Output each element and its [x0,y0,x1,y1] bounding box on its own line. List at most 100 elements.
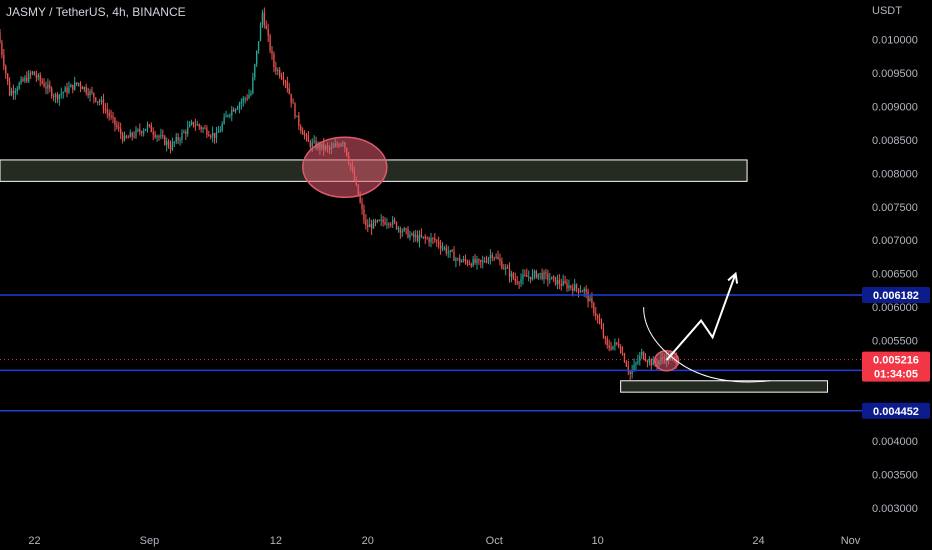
candle-body [259,24,262,42]
candle-body [217,132,220,134]
candle-body [43,83,45,87]
candle-body [445,247,447,253]
y-axis-label: USDT [872,5,902,17]
candle-body [22,79,24,81]
candle-body [478,259,480,261]
candle-body [118,127,120,129]
candle-body [102,99,105,110]
candle-body [562,280,564,286]
candle-body [1,42,3,55]
candle-body [131,132,133,137]
candle-body [256,50,258,65]
candle-body [188,124,191,127]
candle-body [242,98,244,102]
candle-body [139,129,141,132]
candle-body [422,236,425,238]
candle-body [526,275,528,277]
candle-body [516,280,518,283]
candle-body [539,272,541,274]
candle-body [390,224,392,226]
candle-body [196,124,198,126]
candle-body [596,315,599,319]
candle-body [173,141,175,143]
candle-body [581,291,583,293]
candle-body [164,136,166,145]
resistance-badge [862,286,930,303]
candle-body [179,139,181,141]
candle-body [420,234,423,237]
candle-body [476,259,478,264]
candle-body [363,208,365,221]
candle-body [313,141,315,143]
candle-body [625,362,628,367]
candle-body [75,82,78,85]
candle-body [79,83,82,87]
candle-body [497,256,499,260]
candle-body [127,137,130,139]
candle-body [614,342,616,346]
candle-body [267,28,269,36]
candle-body [231,109,233,115]
y-tick-label: 0.006000 [872,302,918,314]
candle-body [183,132,185,134]
candle-body [175,136,177,142]
candle-body [407,228,409,238]
x-tick-label: 22 [28,535,40,547]
candle-body [489,255,492,259]
candle-body [388,223,390,225]
candle-body [137,129,139,131]
candle-body [261,12,264,25]
candle-body [549,279,551,281]
candle-body [223,117,225,124]
candle-body [436,240,438,242]
candle-body [298,115,300,126]
candle-body [0,32,1,43]
candle-body [506,267,509,269]
candle-body [56,94,59,100]
candle-body [459,258,461,263]
y-tick-label: 0.009000 [872,101,918,113]
candle-body [146,124,149,129]
candle-body [129,132,131,138]
candle-body [141,131,143,134]
candle-body [68,87,70,93]
candle-body [233,109,235,112]
candle-body [508,268,511,277]
candle-body [384,222,386,225]
x-tick-label: Nov [841,535,861,547]
candle-body [156,136,158,138]
candle-body [244,98,246,100]
candle-body [602,328,605,338]
x-tick-label: 12 [270,535,282,547]
y-tick-label: 0.005500 [872,336,918,348]
candle-body [100,99,103,102]
candle-body [47,84,49,89]
candle-body [434,238,436,241]
candle-body [194,125,197,127]
candle-body [236,107,239,110]
candle-body [133,136,135,138]
candle-body [472,258,474,267]
candle-body [483,260,486,262]
candle-body [77,83,80,85]
candle-body [405,228,407,230]
candle-body [301,130,304,135]
candle-body [8,81,11,96]
candle-body [505,267,507,269]
candle-body [641,351,643,356]
candle-body [263,12,266,26]
annotations [302,136,771,383]
candle-body [87,92,89,96]
x-tick-label: 10 [592,535,604,547]
candle-body [639,355,641,361]
candle-body [520,278,522,284]
candle-body [518,282,520,284]
candle-body [455,258,457,261]
candle-body [570,285,572,288]
candle-body [142,130,145,134]
candle-body [303,134,306,136]
candle-body [181,132,183,140]
candle-body [399,227,402,233]
